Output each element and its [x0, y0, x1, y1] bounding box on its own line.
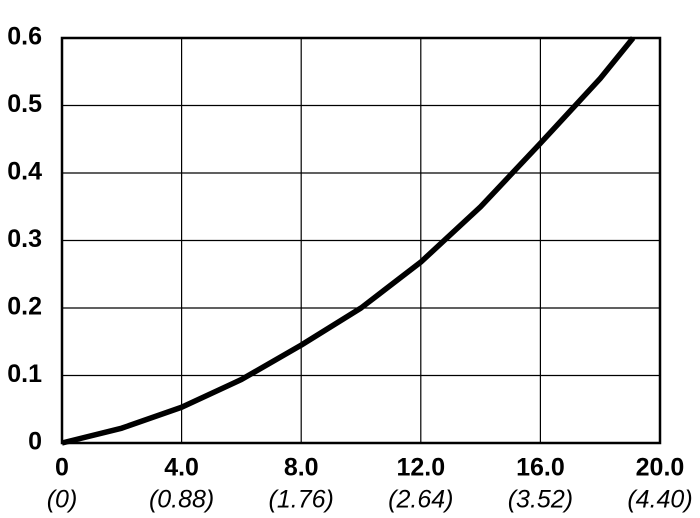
x-tick-label: 0: [55, 454, 69, 482]
x-secondary-tick-label: (4.40): [627, 486, 692, 514]
x-tick-label: 20.0: [636, 454, 685, 482]
data-line: [61, 36, 636, 446]
x-tick-label: 16.0: [516, 454, 565, 482]
y-tick-label: 0.1: [7, 360, 42, 388]
x-tick-label: 4.0: [164, 454, 199, 482]
x-secondary-tick-label: (1.76): [269, 486, 334, 514]
y-tick-label: 0.3: [7, 225, 42, 253]
plot-frame: [60, 36, 662, 445]
y-tick-label: 0.5: [7, 90, 42, 118]
x-tick-label: 8.0: [284, 454, 319, 482]
y-tick-label: 0.2: [7, 293, 42, 321]
y-tick-label: 0.4: [7, 158, 42, 186]
y-tick-label: 0: [28, 428, 42, 456]
x-tick-label: 12.0: [396, 454, 445, 482]
x-secondary-tick-label: (0): [47, 486, 78, 514]
y-tick-label: 0.6: [7, 23, 42, 51]
x-secondary-tick-label: (2.64): [388, 486, 453, 514]
x-secondary-tick-label: (0.88): [149, 486, 214, 514]
x-secondary-tick-label: (3.52): [508, 486, 573, 514]
